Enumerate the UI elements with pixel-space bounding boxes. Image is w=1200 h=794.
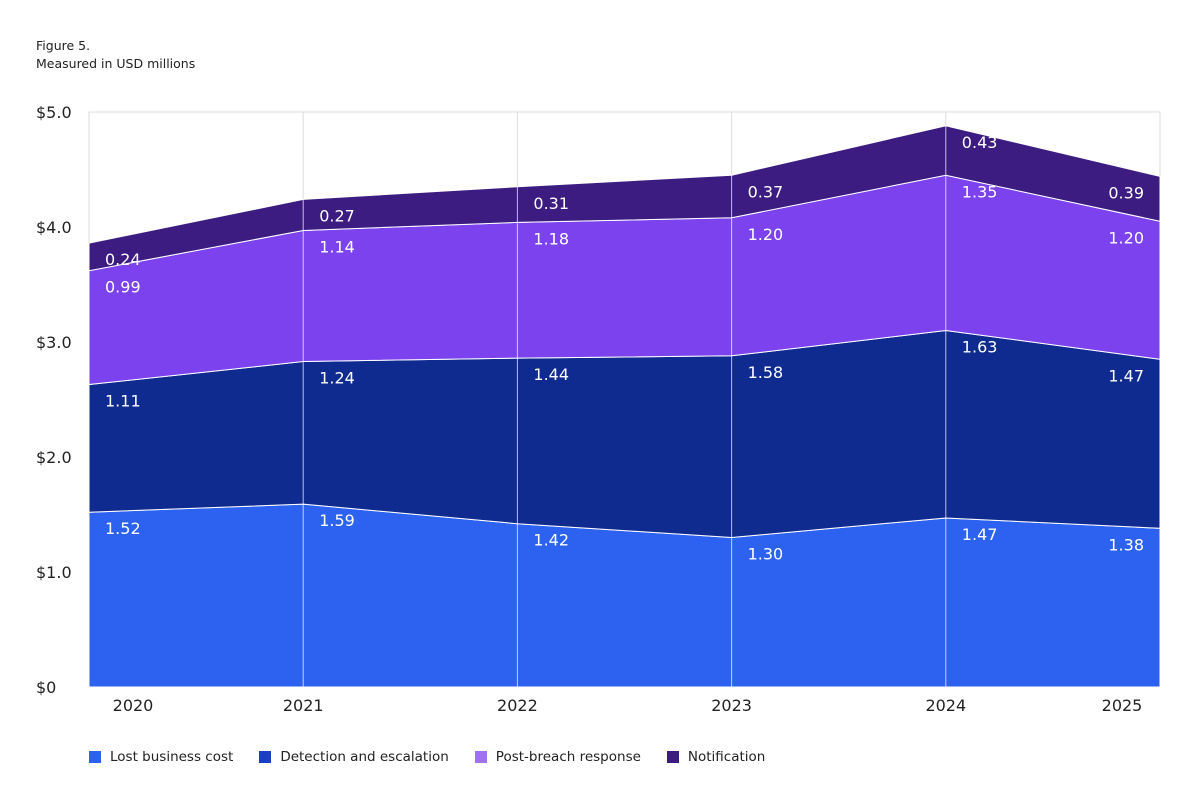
x-tick-label: 2023 (711, 696, 752, 715)
data-label: 1.35 (962, 182, 998, 201)
data-label: 1.11 (105, 392, 141, 411)
legend-item: Lost business cost (89, 749, 233, 765)
data-label: 1.52 (105, 519, 141, 538)
legend-swatch (474, 751, 487, 763)
y-tick-label: $1.0 (36, 563, 72, 582)
data-label: 1.14 (319, 237, 355, 256)
x-tick-label: 2021 (283, 696, 324, 715)
data-label: 1.47 (1108, 366, 1144, 385)
data-label: 0.99 (105, 278, 141, 297)
y-tick-label: $2.0 (36, 448, 72, 467)
data-label: 0.31 (533, 194, 569, 213)
y-tick-label: $3.0 (36, 333, 72, 352)
legend-label: Notification (687, 749, 766, 765)
legend-swatch (259, 751, 272, 763)
data-label: 1.18 (533, 229, 569, 248)
legend-item: Detection and escalation (259, 749, 449, 765)
data-label: 1.38 (1108, 535, 1144, 554)
data-label: 0.43 (962, 133, 998, 152)
figure-label: Figure 5. (36, 38, 91, 53)
legend-swatch (666, 751, 679, 763)
area-lost-business-cost (88, 503, 1161, 688)
data-label: 0.37 (748, 182, 784, 201)
x-tick-label: 2022 (497, 696, 538, 715)
legend-label: Lost business cost (110, 749, 234, 765)
data-label: 0.24 (105, 250, 141, 269)
legend-swatch (89, 751, 101, 763)
legend-item: Post-breach response (474, 749, 641, 765)
legend: Lost business cost Detection and escalati… (89, 749, 765, 765)
data-label: 0.39 (1108, 183, 1144, 202)
x-tick-label: 2025 (1102, 696, 1143, 715)
x-tick-label: 2020 (113, 696, 154, 715)
x-tick-label: 2024 (925, 696, 966, 715)
legend-label: Detection and escalation (280, 749, 449, 765)
y-tick-label: $5.0 (36, 103, 72, 122)
y-tick-label: $0 (36, 678, 56, 697)
legend-label: Post-breach response (495, 749, 641, 765)
data-label: 1.24 (319, 369, 355, 388)
data-label: 0.27 (319, 206, 355, 225)
legend-item: Notification (666, 749, 766, 765)
data-label: 1.20 (1108, 228, 1144, 247)
data-label: 1.59 (319, 511, 355, 530)
data-label: 1.42 (533, 531, 569, 550)
data-label: 1.63 (962, 338, 998, 357)
y-tick-label: $4.0 (36, 218, 72, 237)
data-label: 1.47 (962, 525, 998, 544)
data-label: 1.44 (533, 365, 569, 384)
data-label: 1.30 (748, 545, 784, 564)
data-label: 1.58 (748, 363, 784, 382)
data-label: 1.20 (748, 225, 784, 244)
chart-subtitle: Measured in USD millions (36, 56, 196, 71)
